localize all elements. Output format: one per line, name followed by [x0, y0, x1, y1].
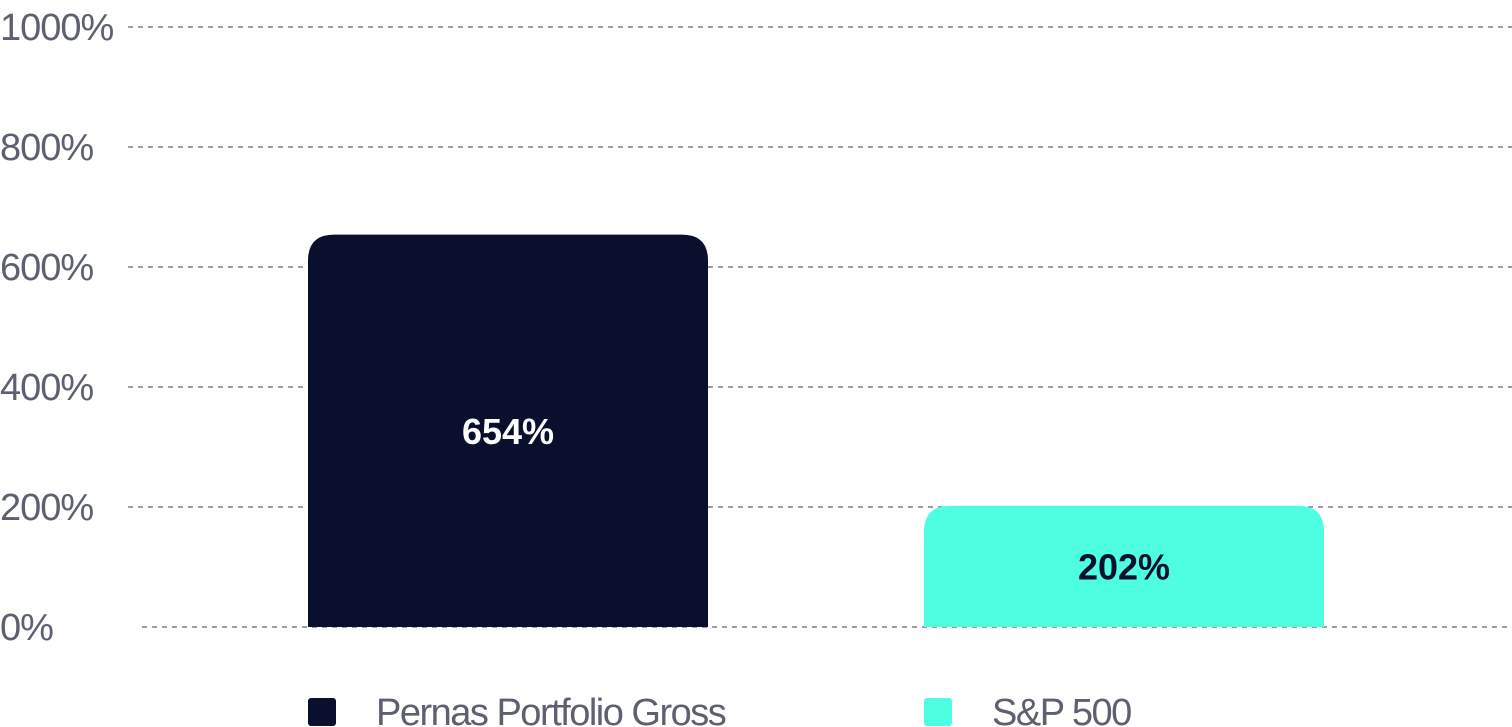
y-tick-label-3: 600% — [0, 247, 93, 289]
legend-label-1: S&P 500 — [992, 692, 1131, 727]
legend-swatch-0 — [308, 698, 336, 726]
bar-1 — [924, 505, 1324, 627]
bar-value-label-0: 654% — [462, 411, 554, 452]
y-tick-label-1: 200% — [0, 487, 93, 529]
legend-label-0: Pernas Portfolio Gross — [376, 692, 726, 727]
bar-0 — [308, 234, 708, 627]
y-tick-label-4: 800% — [0, 127, 93, 169]
y-tick-label-5: 1000% — [0, 7, 114, 49]
y-axis-ticks: 0% 200% 400% 600% 800% 1000% — [0, 7, 115, 649]
legend: Pernas Portfolio Gross S&P 500 — [308, 692, 1133, 727]
y-tick-label-0: 0% — [0, 607, 53, 649]
bar-value-label-1: 202% — [1078, 546, 1170, 587]
bars: 654% 202% — [308, 234, 1324, 627]
y-tick-label-2: 400% — [0, 367, 93, 409]
legend-swatch-1 — [924, 698, 952, 726]
